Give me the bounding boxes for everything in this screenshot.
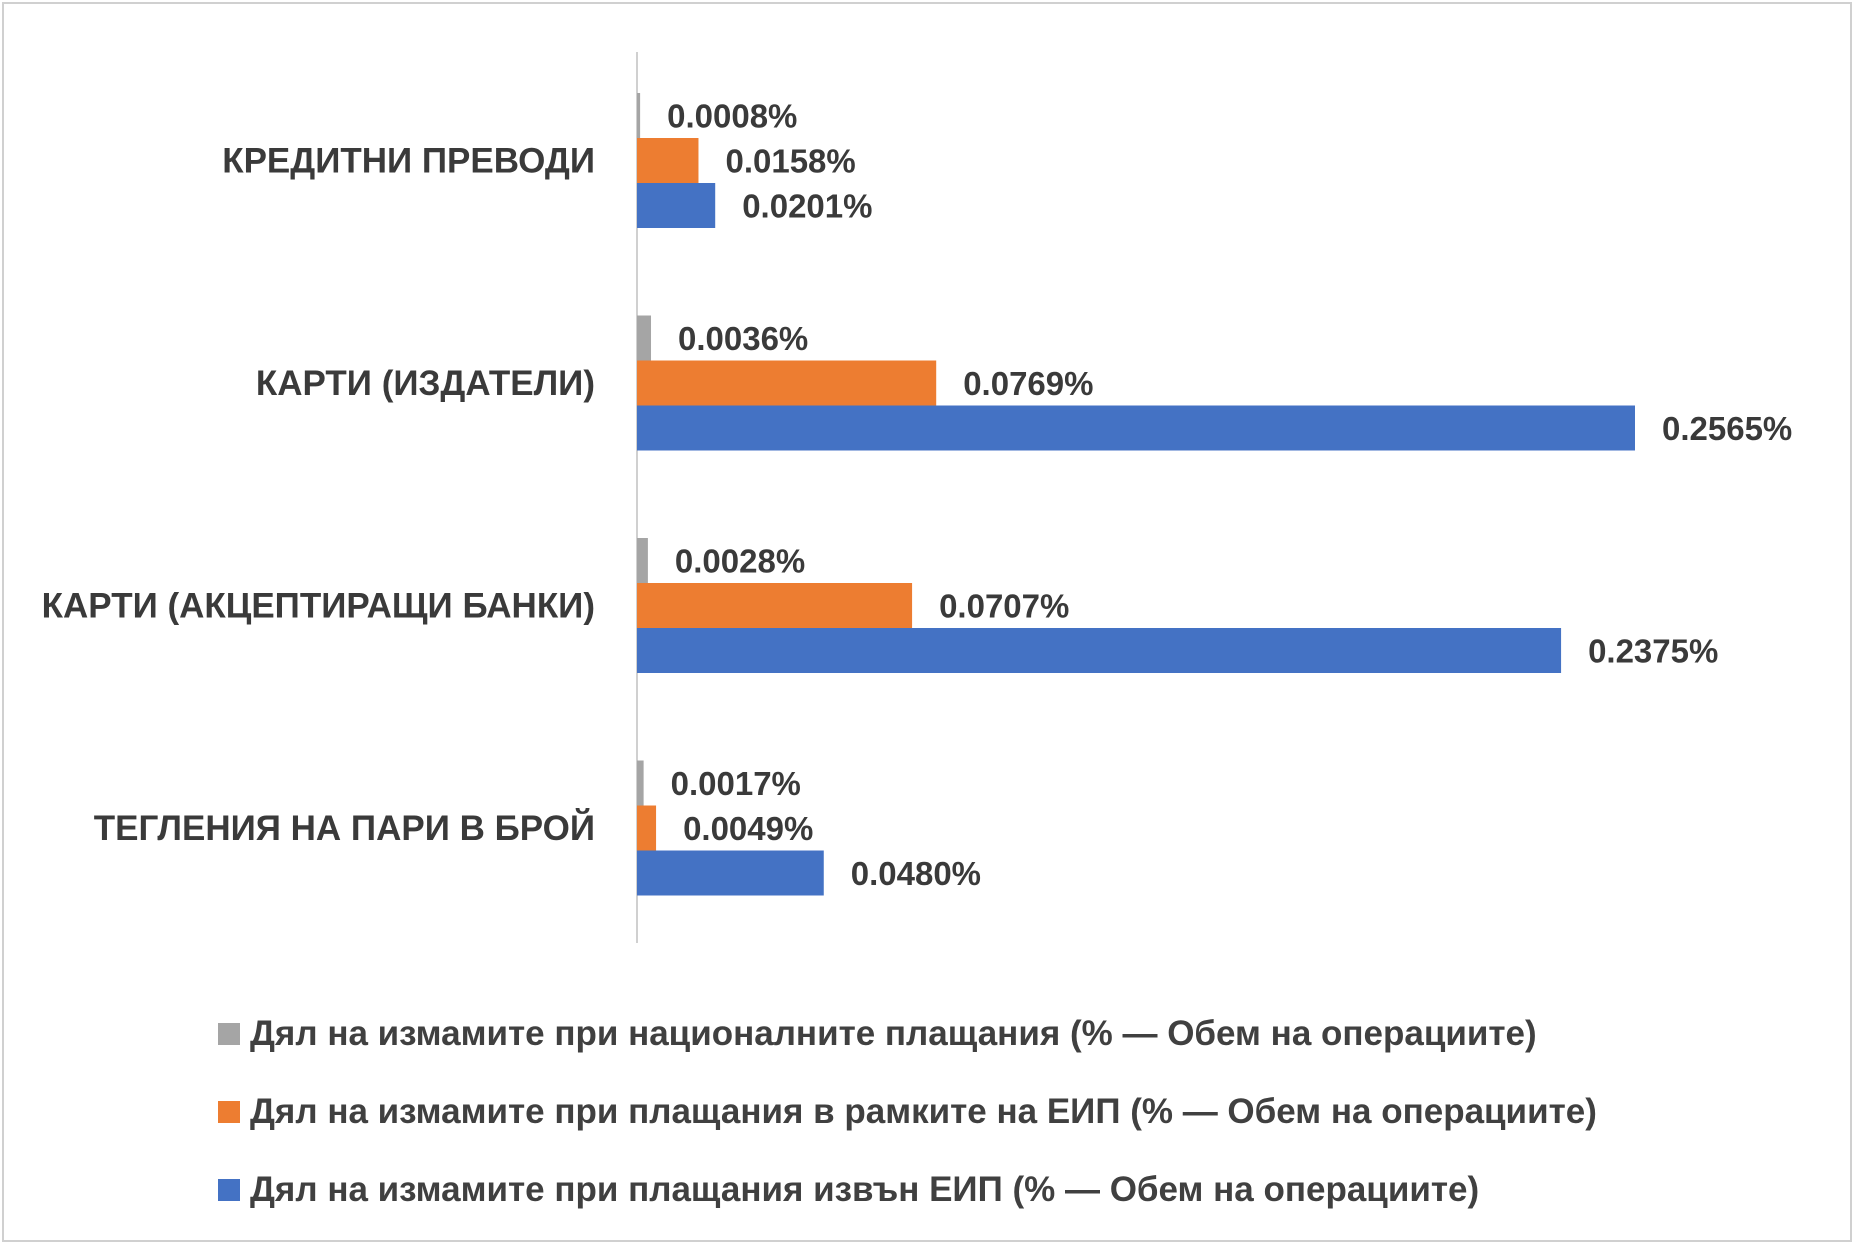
bar — [637, 93, 641, 138]
data-label: 0.0707% — [939, 588, 1069, 625]
bar — [637, 405, 1635, 451]
data-label: 0.2565% — [1662, 410, 1792, 447]
legend-label: Дял на измамите при плащания извън ЕИП (… — [250, 1170, 1480, 1209]
bar — [637, 583, 913, 628]
bar — [637, 805, 657, 851]
data-label: 0.0049% — [683, 810, 813, 847]
data-label: 0.0017% — [671, 765, 801, 802]
data-label: 0.0036% — [678, 320, 808, 357]
data-label: 0.0201% — [742, 188, 872, 225]
legend-swatch — [218, 1023, 240, 1045]
bar — [637, 360, 937, 406]
bar — [637, 183, 716, 228]
bar — [637, 760, 644, 806]
legend-item: Дял на измамите при плащания в рамките н… — [218, 1073, 1597, 1151]
bar — [637, 538, 648, 583]
legend-item: Дял на измамите при националните плащани… — [218, 995, 1597, 1073]
data-label: 0.0028% — [675, 543, 805, 580]
category-label: КАРТИ (ИЗДАТЕЛИ) — [256, 364, 595, 403]
chart-legend: Дял на измамите при националните плащани… — [218, 995, 1597, 1229]
bar — [637, 138, 699, 183]
data-label: 0.2375% — [1588, 633, 1718, 670]
bar — [637, 850, 824, 896]
category-label: КРЕДИТНИ ПРЕВОДИ — [222, 142, 595, 181]
data-label: 0.0480% — [851, 855, 981, 892]
data-label: 0.0008% — [667, 98, 797, 135]
legend-item: Дял на измамите при плащания извън ЕИП (… — [218, 1151, 1597, 1229]
bar — [637, 628, 1562, 673]
legend-swatch — [218, 1179, 240, 1201]
data-label: 0.0158% — [725, 143, 855, 180]
legend-label: Дял на измамите при националните плащани… — [250, 1014, 1537, 1053]
bar — [637, 315, 652, 361]
category-label: ТЕГЛЕНИЯ НА ПАРИ В БРОЙ — [94, 808, 595, 848]
legend-swatch — [218, 1101, 240, 1123]
legend-label: Дял на измамите при плащания в рамките н… — [250, 1092, 1597, 1131]
category-label: КАРТИ (АКЦЕПТИРАЩИ БАНКИ) — [42, 587, 595, 626]
data-label: 0.0769% — [963, 365, 1093, 402]
